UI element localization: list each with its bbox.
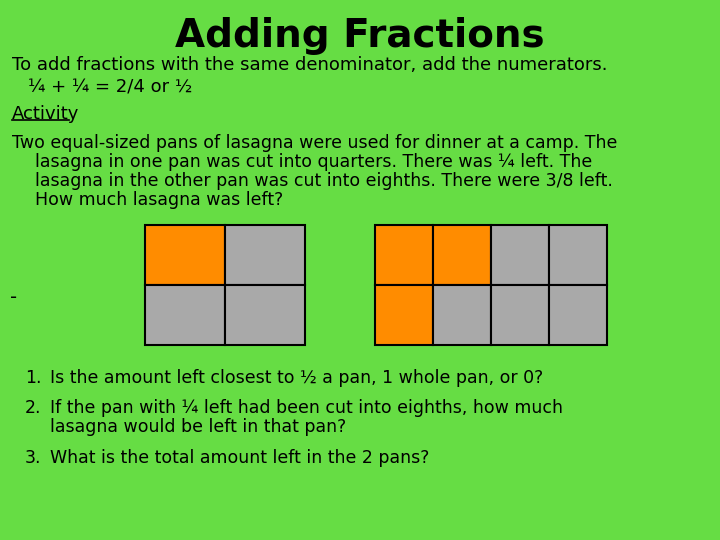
Bar (549, 225, 607, 285)
Bar (491, 225, 549, 285)
Text: What is the total amount left in the 2 pans?: What is the total amount left in the 2 p… (50, 449, 429, 467)
Bar (375, 285, 433, 345)
Bar (433, 285, 491, 345)
Text: 3.: 3. (25, 449, 42, 467)
Bar (375, 225, 433, 285)
Text: Is the amount left closest to ½ a pan, 1 whole pan, or 0?: Is the amount left closest to ½ a pan, 1… (50, 369, 544, 387)
Bar (225, 285, 305, 345)
Text: ¼ + ¼ = 2/4 or ½: ¼ + ¼ = 2/4 or ½ (28, 79, 192, 97)
Bar (145, 285, 225, 345)
Text: Two equal-sized pans of lasagna were used for dinner at a camp. The: Two equal-sized pans of lasagna were use… (12, 134, 617, 152)
Text: To add fractions with the same denominator, add the numerators.: To add fractions with the same denominat… (12, 56, 608, 74)
Text: 2.: 2. (25, 399, 42, 417)
Bar (225, 225, 305, 285)
Bar (491, 285, 549, 345)
Text: lasagna in the other pan was cut into eighths. There were 3/8 left.: lasagna in the other pan was cut into ei… (35, 172, 613, 190)
Text: Activity: Activity (12, 105, 79, 123)
Text: lasagna in one pan was cut into quarters. There was ¼ left. The: lasagna in one pan was cut into quarters… (35, 153, 593, 171)
Text: -: - (10, 288, 17, 307)
Text: 1.: 1. (25, 369, 42, 387)
Bar (549, 285, 607, 345)
Bar (145, 225, 225, 285)
Text: If the pan with ¼ left had been cut into eighths, how much: If the pan with ¼ left had been cut into… (50, 399, 563, 417)
Text: lasagna would be left in that pan?: lasagna would be left in that pan? (50, 418, 346, 436)
Text: How much lasagna was left?: How much lasagna was left? (35, 191, 283, 209)
Bar (433, 225, 491, 285)
Text: Adding Fractions: Adding Fractions (175, 17, 545, 55)
